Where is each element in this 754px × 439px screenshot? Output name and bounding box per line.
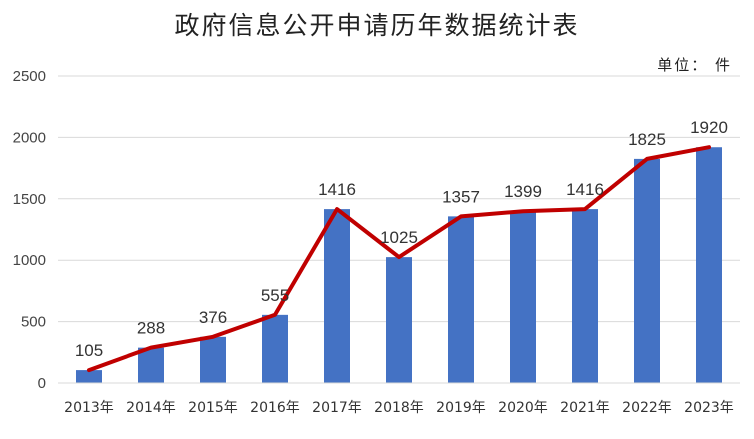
data-label: 288 xyxy=(137,319,165,338)
x-tick-label: 2020年 xyxy=(498,400,548,416)
x-tick-label: 2021年 xyxy=(560,400,610,416)
y-tick-label: 500 xyxy=(21,314,46,331)
bar xyxy=(386,257,412,383)
data-label: 1357 xyxy=(442,187,480,206)
x-tick-label: 2019年 xyxy=(436,400,486,416)
y-tick-label: 0 xyxy=(38,375,46,392)
y-tick-label: 1500 xyxy=(13,191,46,208)
x-tick-label: 2013年 xyxy=(64,400,114,416)
x-tick-label: 2018年 xyxy=(374,400,424,416)
data-label: 1416 xyxy=(566,180,604,199)
bars xyxy=(76,147,722,383)
data-label: 1416 xyxy=(318,180,356,199)
data-label: 1025 xyxy=(380,228,418,247)
y-tick-label: 1000 xyxy=(13,252,46,269)
y-tick-label: 2500 xyxy=(13,68,46,85)
y-axis-ticks: 0 500 1000 1500 2000 2500 xyxy=(13,68,46,392)
data-label: 376 xyxy=(199,308,227,327)
bar xyxy=(324,209,350,383)
data-label: 555 xyxy=(261,286,289,305)
bar xyxy=(634,158,660,383)
bar xyxy=(696,147,722,383)
bar xyxy=(448,216,474,383)
data-label: 1825 xyxy=(628,130,666,149)
bar xyxy=(76,370,102,383)
trend-line xyxy=(87,145,711,373)
x-tick-label: 2015年 xyxy=(188,400,238,416)
chart-title: 政府信息公开申请历年数据统计表 xyxy=(174,11,580,40)
data-label: 105 xyxy=(75,341,103,360)
x-tick-label: 2016年 xyxy=(250,400,300,416)
x-tick-label: 2017年 xyxy=(312,400,362,416)
x-tick-label: 2023年 xyxy=(684,400,734,416)
bar xyxy=(572,209,598,383)
data-labels: 105 288 376 555 1416 1025 1357 1399 1416 1825 1920 xyxy=(75,118,728,360)
bar xyxy=(262,314,288,383)
bar xyxy=(510,211,536,383)
bar xyxy=(138,347,164,383)
bar xyxy=(200,336,226,383)
unit-label: 单位： 件 xyxy=(657,56,732,74)
x-tick-label: 2022年 xyxy=(622,400,672,416)
data-label: 1399 xyxy=(504,182,542,201)
data-label: 1920 xyxy=(690,118,728,137)
series-line xyxy=(87,145,711,373)
x-axis-ticks: 2013年 2014年 2015年 2016年 2017年 2018年 2019年 2020年… xyxy=(64,400,734,416)
x-tick-label: 2014年 xyxy=(126,400,176,416)
y-tick-label: 2000 xyxy=(13,129,46,146)
